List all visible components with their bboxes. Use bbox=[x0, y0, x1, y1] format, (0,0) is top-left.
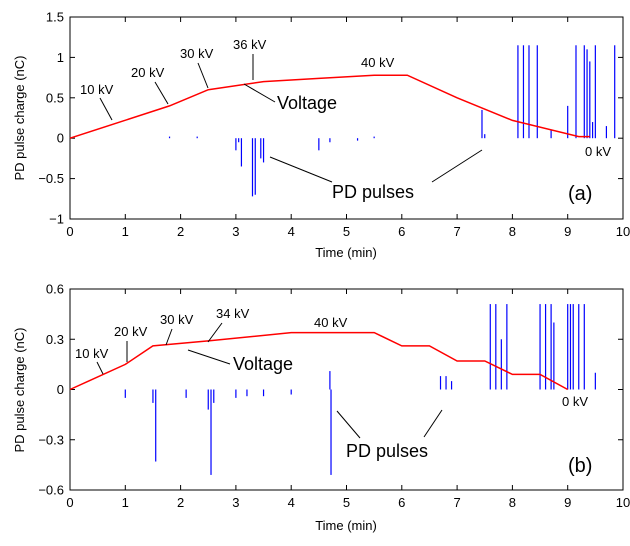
pointer-voltage-a bbox=[243, 83, 276, 103]
annotation-10kv-a: 10 kV bbox=[80, 82, 114, 97]
x-tick-label: 4 bbox=[288, 495, 295, 510]
pointer-pd-left-b bbox=[336, 410, 361, 439]
annotation-pd-pulses-b: PD pulses bbox=[346, 441, 428, 461]
pointer-30kv-a bbox=[197, 62, 209, 89]
annotation-0kv-b: 0 kV bbox=[562, 394, 588, 409]
y-tick-label: −0.6 bbox=[38, 483, 64, 498]
x-tick-label: 6 bbox=[398, 495, 405, 510]
x-tick-label: 10 bbox=[616, 495, 630, 510]
x-tick-label: 0 bbox=[66, 224, 73, 239]
pointer-pd-right-b bbox=[423, 409, 443, 438]
x-tick-label: 3 bbox=[232, 224, 239, 239]
y-tick-label: 0 bbox=[57, 131, 64, 146]
panel-b: 0 1 2 3 4 5 6 7 8 9 10 0.60.30−0.3−0.6 Time (min) … bbox=[12, 282, 630, 534]
annotation-20kv-a: 20 kV bbox=[131, 65, 165, 80]
panel-label-b: (b) bbox=[568, 455, 592, 477]
voltage-series-a bbox=[69, 74, 590, 139]
y-axis-label-b: PD pulse charge (nC) bbox=[12, 328, 27, 453]
pd-pulses-series-b bbox=[124, 304, 596, 475]
y-ticks-a: 1.5 1 0.5 0 −0.5 −1 bbox=[38, 10, 623, 227]
annotation-20kv-b: 20 kV bbox=[114, 324, 148, 339]
y-tick-label: 0 bbox=[57, 382, 64, 397]
y-tick-label: −1 bbox=[49, 212, 64, 227]
x-tick-label: 10 bbox=[616, 224, 630, 239]
annotation-voltage-b: Voltage bbox=[233, 354, 293, 374]
x-ticks-a: 0 1 2 3 4 5 6 7 8 9 10 bbox=[66, 17, 630, 239]
y-ticks-b: 0.6 0.3 0 −0.3 −0.6 bbox=[38, 282, 623, 498]
y-tick-label: 1 bbox=[57, 50, 64, 65]
x-tick-label: 2 bbox=[177, 224, 184, 239]
x-tick-label: 3 bbox=[232, 495, 239, 510]
y-tick-label: 1.5 bbox=[46, 10, 64, 25]
pointer-pd-right-a bbox=[431, 149, 483, 183]
x-tick-label: 7 bbox=[453, 495, 460, 510]
panel-a: 0 1 2 3 4 5 6 7 8 9 10 1.5 1 0.5 0 −0.5 −1 Time (min) P… bbox=[12, 10, 630, 261]
pd-pulses-series-a bbox=[168, 45, 616, 197]
pointer-20kv-a bbox=[154, 81, 169, 105]
x-tick-label: 6 bbox=[398, 224, 405, 239]
x-tick-label: 8 bbox=[509, 224, 516, 239]
y-tick-label: 0.5 bbox=[46, 90, 64, 105]
x-tick-label: 2 bbox=[177, 495, 184, 510]
plot-area-a bbox=[69, 16, 624, 220]
annotation-30kv-b: 30 kV bbox=[160, 312, 194, 327]
pointer-voltage-b bbox=[187, 349, 231, 365]
annotation-36kv-a: 36 kV bbox=[233, 37, 267, 52]
panel-label-a: (a) bbox=[568, 183, 592, 205]
voltage-series-b bbox=[69, 331, 569, 391]
x-axis-label-a: Time (min) bbox=[315, 245, 377, 260]
annotation-30kv-a: 30 kV bbox=[180, 46, 214, 61]
x-tick-label: 1 bbox=[122, 495, 129, 510]
pointer-10kv-b bbox=[96, 361, 104, 375]
x-axis-label-b: Time (min) bbox=[315, 518, 377, 533]
annotation-40kv-a: 40 kV bbox=[361, 55, 395, 70]
x-tick-label: 0 bbox=[66, 495, 73, 510]
annotation-voltage-a: Voltage bbox=[277, 93, 337, 113]
x-tick-label: 4 bbox=[288, 224, 295, 239]
x-tick-label: 8 bbox=[509, 495, 516, 510]
x-ticks-b: 0 1 2 3 4 5 6 7 8 9 10 bbox=[66, 289, 630, 510]
x-tick-label: 9 bbox=[564, 495, 571, 510]
x-tick-label: 5 bbox=[343, 495, 350, 510]
annotation-34kv-b: 34 kV bbox=[216, 306, 250, 321]
x-tick-label: 5 bbox=[343, 224, 350, 239]
x-tick-label: 1 bbox=[122, 224, 129, 239]
plot-area-b bbox=[69, 288, 624, 491]
y-tick-label: 0.6 bbox=[46, 282, 64, 297]
x-tick-label: 7 bbox=[453, 224, 460, 239]
pointer-pd-left-a bbox=[269, 156, 333, 183]
y-axis-label-a: PD pulse charge (nC) bbox=[12, 56, 27, 181]
y-tick-label: −0.5 bbox=[38, 171, 64, 186]
pointer-10kv-a bbox=[99, 97, 113, 121]
y-tick-label: −0.3 bbox=[38, 432, 64, 447]
pointer-34kv-b bbox=[207, 322, 223, 343]
y-tick-label: 0.3 bbox=[46, 332, 64, 347]
x-tick-label: 9 bbox=[564, 224, 571, 239]
annotation-0kv-a: 0 kV bbox=[585, 144, 611, 159]
annotation-40kv-b: 40 kV bbox=[314, 315, 348, 330]
annotation-pd-pulses-a: PD pulses bbox=[332, 182, 414, 202]
annotation-10kv-b: 10 kV bbox=[75, 346, 109, 361]
pointer-30kv-b bbox=[165, 328, 173, 346]
